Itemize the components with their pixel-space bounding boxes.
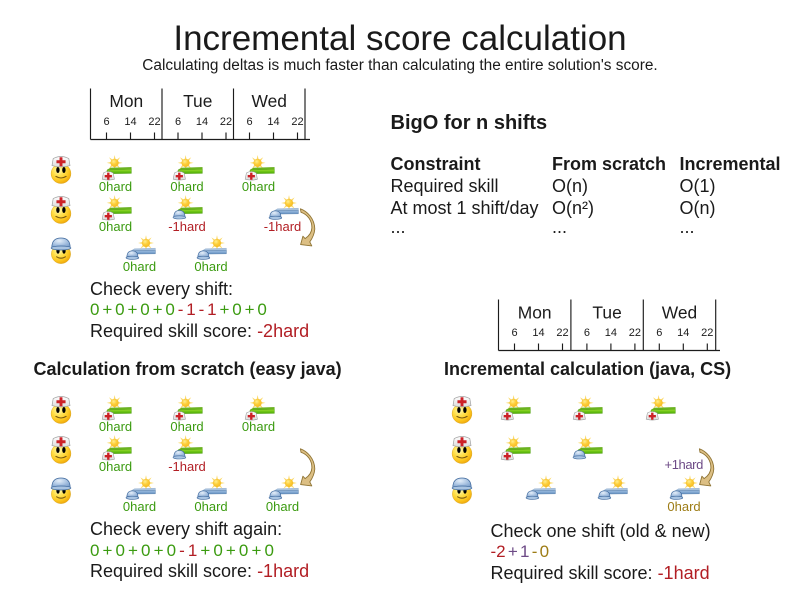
svg-text:22: 22 <box>220 116 232 128</box>
svg-text:14: 14 <box>605 327 617 339</box>
svg-text:22: 22 <box>556 327 568 339</box>
svg-text:Tue: Tue <box>592 302 621 322</box>
svg-text:Wed: Wed <box>252 91 287 111</box>
svg-text:14: 14 <box>677 327 689 339</box>
svg-text:6: 6 <box>175 116 181 128</box>
svg-text:6: 6 <box>246 116 252 128</box>
svg-text:14: 14 <box>124 116 136 128</box>
svg-text:Mon: Mon <box>109 91 143 111</box>
svg-text:Mon: Mon <box>518 302 552 322</box>
svg-text:6: 6 <box>584 327 590 339</box>
svg-text:22: 22 <box>629 327 641 339</box>
svg-text:14: 14 <box>532 327 544 339</box>
svg-text:14: 14 <box>267 116 279 128</box>
svg-text:22: 22 <box>291 116 303 128</box>
svg-text:Tue: Tue <box>183 91 212 111</box>
svg-text:6: 6 <box>103 116 109 128</box>
svg-text:22: 22 <box>701 327 713 339</box>
svg-text:22: 22 <box>148 116 160 128</box>
svg-text:6: 6 <box>511 327 517 339</box>
svg-text:6: 6 <box>656 327 662 339</box>
svg-text:14: 14 <box>196 116 208 128</box>
svg-text:Wed: Wed <box>662 302 697 322</box>
